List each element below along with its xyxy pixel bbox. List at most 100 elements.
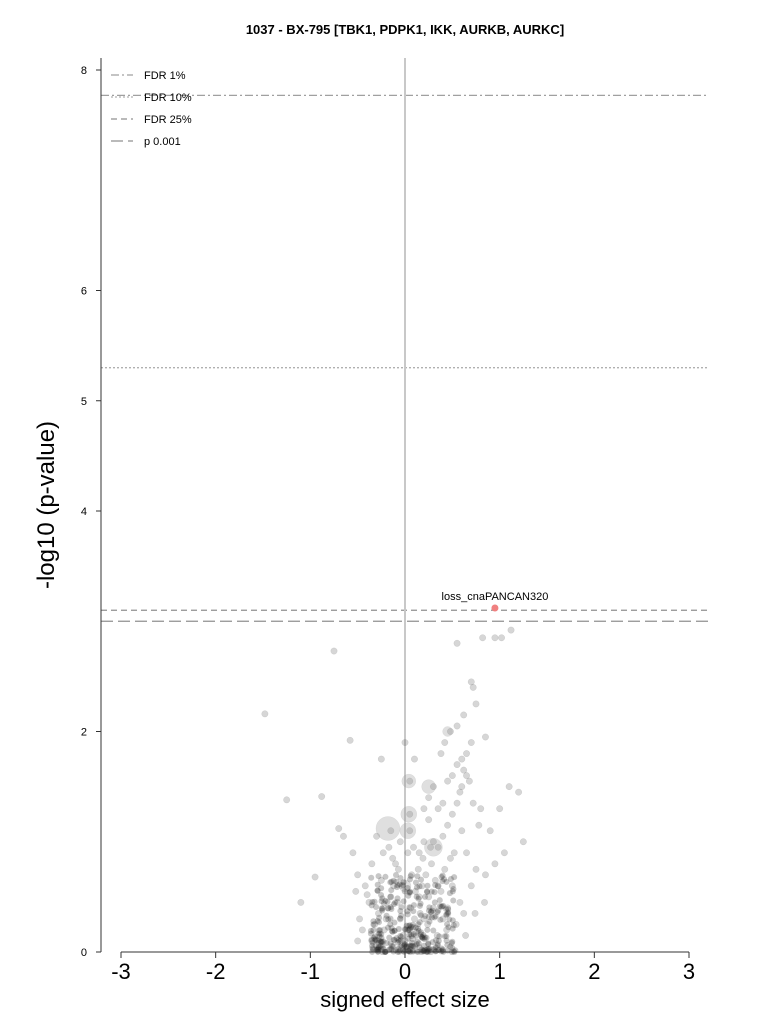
data-point [453, 639, 461, 647]
data-point [400, 942, 407, 949]
data-point [438, 903, 445, 910]
data-point [376, 933, 383, 940]
data-point [389, 854, 397, 862]
data-point [452, 920, 460, 928]
data-point [426, 904, 433, 911]
data-point [368, 860, 376, 868]
data-point [383, 912, 390, 919]
data-point [409, 942, 416, 949]
x-axis-title: signed effect size [320, 987, 490, 1012]
data-point [400, 879, 407, 886]
data-point [424, 926, 431, 933]
data-point [372, 936, 379, 943]
data-point [381, 900, 388, 907]
data-point [507, 626, 515, 634]
data-point [463, 772, 470, 780]
data-point [387, 915, 394, 922]
data-point [428, 860, 435, 868]
data-point [404, 884, 411, 891]
y-tick-label: 0 [81, 947, 87, 959]
data-point [435, 946, 442, 953]
data-point [405, 926, 412, 933]
data-point [448, 772, 456, 780]
data-point [388, 945, 395, 952]
data-point [354, 937, 362, 945]
data-point [413, 941, 420, 948]
data-point [467, 882, 475, 890]
data-point [428, 888, 435, 895]
data-point [398, 882, 406, 890]
data-point [443, 878, 450, 885]
data-point [375, 873, 382, 880]
data-point [393, 898, 401, 906]
data-point [416, 883, 423, 890]
data-point [411, 887, 419, 895]
data-point [441, 876, 448, 883]
data-point [370, 934, 377, 941]
data-point [401, 937, 409, 945]
data-point [369, 946, 376, 953]
data-point [463, 750, 470, 757]
data-point [434, 942, 441, 949]
data-point [445, 924, 452, 931]
data-point [415, 921, 422, 928]
data-point [385, 905, 392, 912]
data-point [377, 755, 385, 763]
data-point [425, 913, 432, 920]
data-point [436, 902, 443, 909]
data-point [429, 783, 437, 791]
data-point [424, 946, 431, 953]
data-point [421, 934, 428, 941]
data-point [374, 946, 381, 953]
data-point [449, 888, 456, 895]
data-point [477, 805, 485, 813]
data-point [498, 634, 506, 642]
data-point [450, 849, 458, 857]
data-point [412, 928, 420, 936]
data-point [407, 873, 414, 880]
data-point [375, 946, 382, 953]
data-point [377, 945, 384, 952]
data-point [405, 922, 412, 929]
data-point [368, 902, 375, 909]
y-tick-label: 2 [81, 727, 87, 739]
data-point [410, 902, 417, 909]
data-point [438, 948, 445, 955]
y-tick-label: 8 [81, 65, 87, 77]
data-point [414, 865, 422, 873]
data-point [475, 821, 483, 829]
data-point [441, 865, 449, 873]
data-point [396, 938, 403, 945]
data-point [390, 901, 397, 908]
data-point [418, 876, 425, 883]
data-point [426, 918, 433, 925]
data-point [412, 879, 419, 886]
data-point [369, 939, 376, 946]
data-point [403, 922, 410, 929]
data-point [374, 887, 381, 894]
data-point [379, 895, 386, 902]
data-point [404, 908, 411, 915]
data-point [444, 921, 451, 928]
data-point [419, 934, 426, 941]
data-point [389, 942, 396, 949]
data-point [377, 942, 384, 949]
data-point [397, 937, 404, 944]
data-point [418, 934, 425, 941]
data-point [377, 938, 384, 945]
data-point [402, 943, 409, 950]
data-point [405, 943, 412, 950]
data-point [441, 933, 448, 940]
data-point [415, 925, 422, 932]
data-point [486, 827, 494, 835]
data-point [388, 887, 395, 894]
data-point [377, 876, 385, 884]
data-point [408, 943, 415, 950]
data-point [394, 939, 401, 946]
data-point [447, 943, 454, 950]
data-point [412, 943, 419, 950]
data-point [379, 905, 386, 912]
data-point [399, 932, 407, 939]
data-point [482, 871, 489, 879]
data-point [416, 902, 423, 909]
